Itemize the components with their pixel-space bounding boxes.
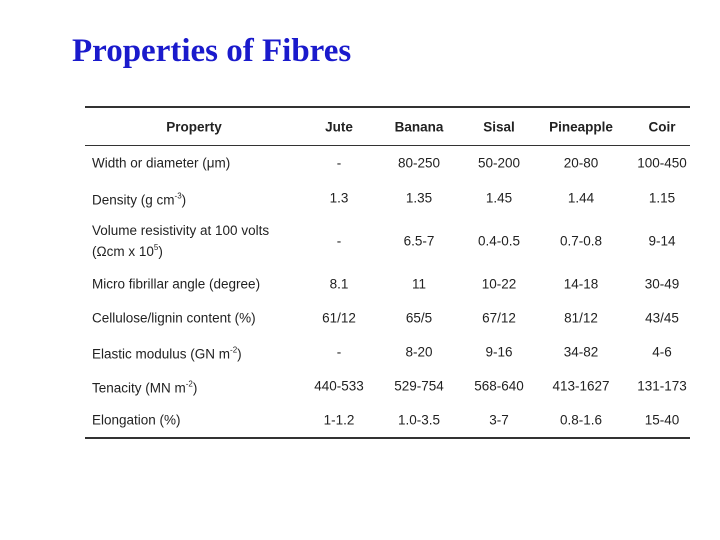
superscript: 5 [153,243,159,252]
property-text: Volume resistivity at 100 volts [92,223,270,238]
value-cell: 3-7 [489,412,509,428]
value-cell: - [336,155,342,171]
property-text: ) [181,192,187,208]
property-line: (Ωcm x 105) [92,239,269,260]
superscript: -3 [174,191,182,201]
value-cell: 65/5 [405,310,433,326]
property-line: Micro fibrillar angle (degree) [92,276,260,293]
value-cell: 43/45 [645,310,679,326]
column-header: Sisal [483,119,515,135]
value-cell: 1.44 [567,190,595,206]
property-cell: Volume resistivity at 100 volts (Ωcm x 10… [92,222,269,260]
value-cell: 8.1 [329,276,349,292]
property-text: ) [237,346,242,362]
property-text: Density (g cm [92,192,175,208]
value-cell: 1.35 [405,190,433,206]
value-cell: 67/12 [482,310,516,326]
column-header: Jute [325,119,353,135]
value-cell: 10-22 [481,276,517,292]
column-header: Coir [648,119,676,135]
property-line: Width or diameter (μm) [92,155,230,172]
property-line: Cellulose/lignin content (%) [92,310,256,327]
column-header: Property [166,119,222,135]
value-cell: 9-14 [648,233,676,249]
value-cell: 1.15 [648,190,676,206]
table-top-rule [85,106,690,108]
value-cell: 131-173 [637,378,687,394]
value-cell: 30-49 [644,276,680,292]
value-cell: 34-82 [563,344,599,360]
property-cell: Elongation (%) [92,412,181,429]
value-cell: 6.5-7 [403,233,435,249]
value-cell: 413-1627 [552,378,610,394]
value-cell: 0.8-1.6 [559,412,603,428]
property-text: Cellulose/lignin content (%) [92,310,256,326]
slide-title: Properties of Fibres [72,33,352,69]
column-header: Banana [394,119,444,135]
value-cell: - [336,344,342,360]
value-cell: 80-250 [397,155,441,171]
property-cell: Tenacity (MN m-2) [92,376,197,397]
property-line: Elongation (%) [92,412,181,429]
property-text: (Ωcm x 10 [92,244,154,259]
value-cell: 11 [411,276,427,292]
property-text: Tenacity (MN m [92,380,186,396]
value-cell: 1-1.2 [323,412,355,428]
property-line: Tenacity (MN m-2) [92,376,197,397]
column-header: Pineapple [549,119,613,135]
value-cell: 1.3 [329,190,349,206]
value-cell: 20-80 [563,155,599,171]
table-bottom-rule [85,437,690,439]
value-cell: 4-6 [652,344,672,360]
property-line: Volume resistivity at 100 volts [92,222,269,239]
value-cell: 100-450 [637,155,687,171]
header-rule [85,145,690,146]
value-cell: 529-754 [394,378,444,394]
value-cell: 568-640 [474,378,524,394]
value-cell: 1.0-3.5 [397,412,441,428]
value-cell: - [336,233,342,249]
superscript: -2 [230,345,238,355]
property-text: Elongation (%) [92,412,181,428]
superscript: -2 [185,379,193,389]
property-cell: Cellulose/lignin content (%) [92,310,256,327]
property-text: Micro fibrillar angle (degree) [92,276,261,292]
value-cell: 9-16 [485,344,513,360]
property-cell: Micro fibrillar angle (degree) [92,276,260,293]
value-cell: 50-200 [477,155,521,171]
property-text: Elastic modulus (GN m [92,346,231,362]
value-cell: 14-18 [563,276,599,292]
property-cell: Width or diameter (μm) [92,155,230,172]
property-text: ) [158,244,163,259]
property-line: Density (g cm-3) [92,188,186,209]
value-cell: 61/12 [322,310,356,326]
property-text: Width or diameter (μm) [92,155,231,171]
value-cell: 8-20 [405,344,433,360]
value-cell: 1.45 [485,190,513,206]
value-cell: 440-533 [314,378,364,394]
property-text: ) [192,380,198,396]
value-cell: 15-40 [644,412,680,428]
value-cell: 0.7-0.8 [559,233,603,249]
value-cell: 0.4-0.5 [477,233,521,249]
property-line: Elastic modulus (GN m-2) [92,342,242,363]
property-cell: Density (g cm-3) [92,188,186,209]
property-cell: Elastic modulus (GN m-2) [92,342,242,363]
value-cell: 81/12 [564,310,598,326]
